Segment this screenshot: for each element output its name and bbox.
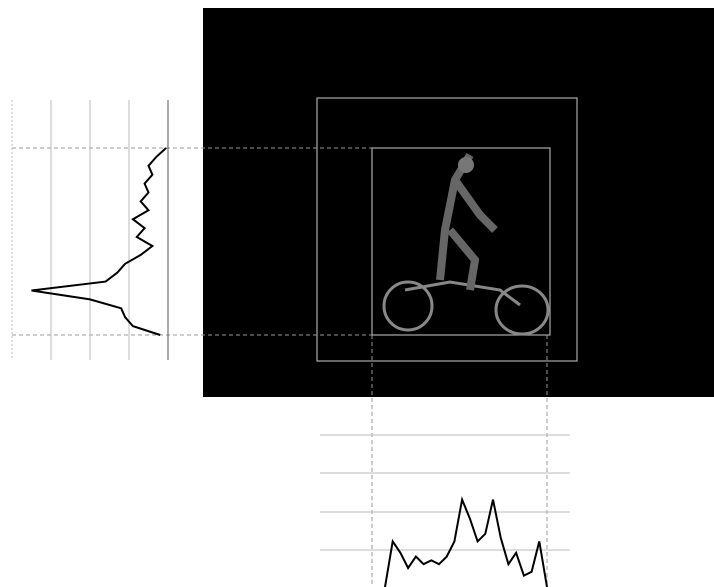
figure — [0, 0, 714, 587]
horizontal-profile-line — [385, 500, 547, 587]
bottom-grid — [320, 435, 570, 550]
left-grid — [12, 100, 168, 360]
rider-head — [458, 157, 474, 173]
vertical-profile-line — [32, 148, 167, 335]
image-background — [203, 8, 714, 397]
